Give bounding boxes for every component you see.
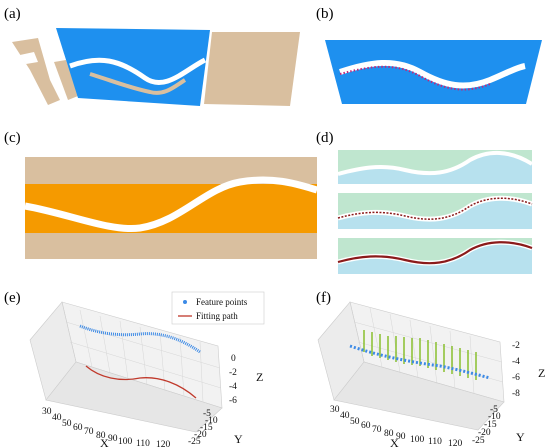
f-xlabel: X xyxy=(390,436,399,448)
panel-c: (c) xyxy=(4,130,318,259)
d-strip-1 xyxy=(337,150,534,184)
svg-text:70: 70 xyxy=(372,425,382,435)
svg-text:40: 40 xyxy=(340,411,350,421)
svg-text:-4: -4 xyxy=(229,382,237,392)
seam-c xyxy=(24,176,318,233)
f-zlabel: Z xyxy=(538,366,545,380)
orange-band xyxy=(25,184,317,233)
svg-text:0: 0 xyxy=(231,354,236,364)
svg-text:-25: -25 xyxy=(188,437,201,447)
svg-text:60: 60 xyxy=(361,421,371,431)
panel-c-label: (c) xyxy=(4,130,21,146)
svg-text:-8: -8 xyxy=(512,389,520,399)
svg-text:30: 30 xyxy=(330,405,340,415)
svg-text:-2: -2 xyxy=(512,341,520,351)
legend-fitting: Fitting path xyxy=(196,311,238,321)
e-zlabel: Z xyxy=(256,370,263,384)
svg-text:50: 50 xyxy=(350,417,360,427)
svg-text:80: 80 xyxy=(96,431,106,441)
panel-b: (b) xyxy=(316,6,542,104)
e-fitting-path xyxy=(85,365,197,399)
svg-text:30: 30 xyxy=(42,407,52,417)
e-y-ticks: -5 -10 -15 -20 -25 xyxy=(188,409,218,447)
svg-text:60: 60 xyxy=(73,423,83,433)
seam-b xyxy=(339,60,526,89)
panel-e-label: (e) xyxy=(4,290,21,306)
panel-a-label: (a) xyxy=(4,6,21,22)
svg-text:40: 40 xyxy=(52,413,62,423)
svg-text:90: 90 xyxy=(108,434,118,444)
svg-text:70: 70 xyxy=(84,427,94,437)
tan-fragment-hole xyxy=(20,52,38,64)
blue-surface-a xyxy=(56,28,210,106)
svg-text:-5: -5 xyxy=(203,409,211,419)
f-grid xyxy=(353,307,504,395)
seam-a-shadow xyxy=(89,72,187,95)
f-path-vectors xyxy=(349,344,491,380)
d-strip-3 xyxy=(337,238,533,274)
svg-text:-10: -10 xyxy=(205,416,218,426)
legend-feature: Feature points xyxy=(196,297,248,307)
panel-f-label: (f) xyxy=(316,290,331,306)
svg-text:-5: -5 xyxy=(490,405,498,415)
d-strip-2 xyxy=(337,193,533,229)
legend-dot-icon xyxy=(183,300,187,304)
panel-f: (f) 30 40 50 60 70 8 xyxy=(316,290,545,448)
f-ylabel: Y xyxy=(516,430,525,444)
tan-band-bottom xyxy=(25,233,317,259)
f-floor-pane xyxy=(333,361,505,431)
svg-text:-20: -20 xyxy=(478,428,491,438)
svg-text:120: 120 xyxy=(156,440,171,448)
tan-board-right xyxy=(204,32,300,106)
svg-text:-10: -10 xyxy=(488,412,501,422)
svg-text:-25: -25 xyxy=(472,436,485,446)
tan-strip xyxy=(54,60,78,100)
svg-text:-15: -15 xyxy=(484,420,497,430)
e-z-ticks: 0 -2 -4 -6 xyxy=(229,354,237,406)
e-legend: Feature points Fitting path xyxy=(171,291,265,325)
svg-text:-15: -15 xyxy=(200,423,213,433)
svg-text:80: 80 xyxy=(384,429,394,439)
e-xlabel: X xyxy=(100,436,109,448)
svg-text:110: 110 xyxy=(136,439,150,448)
panel-a: (a) xyxy=(4,6,300,106)
panel-d-label: (d) xyxy=(316,130,334,146)
panel-e: (e) Feature points Fitting path 30 40 5 xyxy=(4,290,265,448)
svg-text:-6: -6 xyxy=(229,396,237,406)
svg-text:-2: -2 xyxy=(229,368,237,378)
panel-d: (d) xyxy=(316,130,534,274)
e-floor-pane xyxy=(45,361,223,433)
panel-b-label: (b) xyxy=(316,6,334,22)
svg-text:100: 100 xyxy=(410,435,425,445)
svg-text:-20: -20 xyxy=(194,430,207,440)
svg-text:90: 90 xyxy=(396,432,406,442)
seam-a xyxy=(69,57,207,86)
svg-text:100: 100 xyxy=(118,437,133,447)
blue-surface-b xyxy=(325,40,542,104)
seam-b-points xyxy=(339,65,491,91)
e-x-ticks: 30 40 50 60 70 80 90 100 110 120 xyxy=(42,407,171,448)
svg-text:120: 120 xyxy=(448,439,463,448)
svg-text:110: 110 xyxy=(428,437,442,447)
tan-fragment-left xyxy=(12,38,60,105)
svg-text:-6: -6 xyxy=(512,373,520,383)
e-ylabel: Y xyxy=(234,432,243,446)
f-z-ticks: -2 -4 -6 -8 xyxy=(512,341,520,399)
f-y-ticks: -5 -10 -15 -20 -25 xyxy=(472,405,501,446)
svg-text:50: 50 xyxy=(62,419,72,429)
f-x-ticks: 30 40 50 60 70 80 90 100 110 120 xyxy=(330,405,463,448)
svg-text:-4: -4 xyxy=(512,357,520,367)
